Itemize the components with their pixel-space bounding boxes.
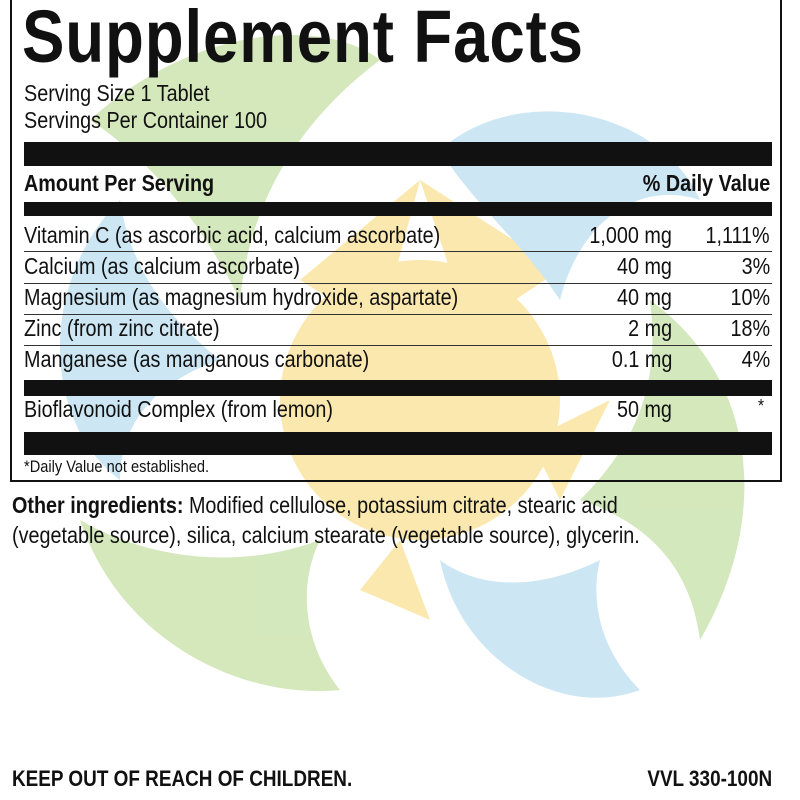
footnote: *Daily Value not established. [24, 457, 210, 476]
amount-per-serving-header: Amount Per Serving [24, 170, 215, 196]
other-ingredients-line2: (vegetable source), silica, calcium stea… [12, 522, 640, 548]
nutrient-amount: 50 mg [617, 396, 672, 422]
nutrient-name: Bioflavonoid Complex (from lemon) [24, 396, 333, 422]
nutrient-name: Calcium (as calcium ascorbate) [24, 253, 300, 279]
nutrient-dv: 18% [730, 315, 770, 341]
row-divider [24, 283, 772, 284]
product-code: VVL 330-100N [647, 766, 772, 791]
row-divider [24, 314, 772, 315]
nutrient-amount: 2 mg [628, 315, 672, 341]
nutrient-dv: * [757, 396, 764, 416]
row-divider [24, 345, 772, 346]
nutrient-name: Zinc (from zinc citrate) [24, 315, 220, 341]
nutrient-dv: 10% [730, 284, 770, 310]
nutrient-dv: 1,111% [705, 222, 770, 248]
supplement-facts-panel [10, 0, 782, 482]
nutrient-name: Vitamin C (as ascorbic acid, calcium asc… [24, 222, 441, 248]
other-ingredients: Other ingredients: Modified cellulose, p… [12, 492, 716, 519]
warning-text: KEEP OUT OF REACH OF CHILDREN. [12, 766, 353, 791]
row-divider [24, 251, 772, 252]
nutrient-dv: 4% [741, 346, 770, 372]
panel-title: Supplement Facts [22, 0, 584, 78]
divider-bar [24, 432, 772, 455]
other-ingredients-line1: Modified cellulose, potassium citrate, s… [183, 492, 618, 518]
serving-size: Serving Size 1 Tablet [24, 80, 210, 106]
nutrient-amount: 0.1 mg [611, 346, 672, 372]
nutrient-dv: 3% [741, 253, 770, 279]
servings-per-container: Servings Per Container 100 [24, 107, 268, 133]
nutrient-amount: 1,000 mg [589, 222, 672, 248]
nutrient-name: Manganese (as manganous carbonate) [24, 346, 370, 372]
daily-value-header: % Daily Value [642, 170, 770, 196]
nutrient-amount: 40 mg [617, 253, 672, 279]
nutrient-amount: 40 mg [617, 284, 672, 310]
nutrient-name: Magnesium (as magnesium hydroxide, aspar… [24, 284, 459, 310]
divider-bar [24, 202, 772, 216]
divider-bar [24, 380, 772, 396]
divider-bar [24, 142, 772, 166]
other-ingredients-label: Other ingredients: [12, 492, 184, 518]
